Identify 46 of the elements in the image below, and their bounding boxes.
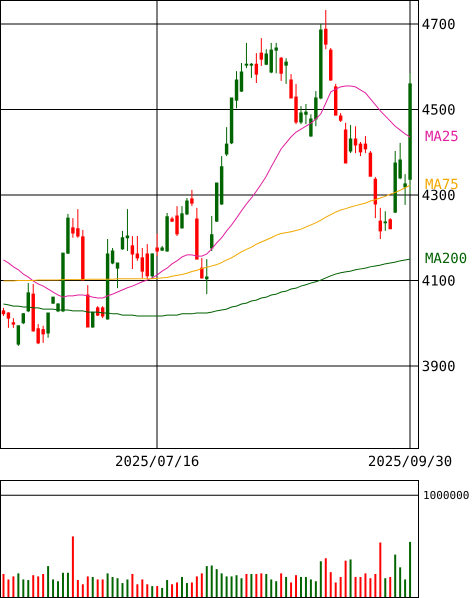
candlestick <box>200 257 204 280</box>
candlestick <box>16 325 20 346</box>
candlestick <box>354 126 358 154</box>
candlestick <box>344 122 348 164</box>
candlestick <box>254 52 258 84</box>
text: 1000000 <box>423 489 470 502</box>
candlestick <box>378 207 382 240</box>
candlestick <box>210 215 214 252</box>
x-tick-label: 2025/09/30 <box>368 454 452 470</box>
candlestick <box>324 9 328 50</box>
candlestick <box>329 48 332 82</box>
candlestick <box>368 150 372 177</box>
candlestick <box>388 218 392 230</box>
candlestick <box>279 56 283 82</box>
candlestick <box>408 72 412 195</box>
candlestick <box>190 189 194 207</box>
candlestick <box>22 312 26 325</box>
y-tick-label: 4700 <box>422 16 456 33</box>
candlestick <box>284 58 288 84</box>
line-series <box>2 86 411 298</box>
candlestick <box>195 207 199 260</box>
candlestick <box>403 174 407 206</box>
candlestick <box>240 62 244 93</box>
candlestick <box>205 258 208 295</box>
candlestick <box>46 312 50 338</box>
candlestick <box>384 210 387 232</box>
candlestick <box>338 112 342 122</box>
candlestick <box>86 284 90 328</box>
candlestick <box>224 126 228 157</box>
y-tick-label: 4500 <box>422 102 456 118</box>
candlestick <box>81 230 85 281</box>
series-label: MA25 <box>425 129 459 145</box>
candlestick <box>260 38 264 66</box>
candlestick <box>26 282 30 313</box>
x-tick-label: 2025/07/16 <box>115 454 200 470</box>
candlestick <box>51 296 55 304</box>
candlestick <box>374 176 378 219</box>
y-tick-label: 3900 <box>422 358 456 375</box>
candlestick <box>150 252 154 280</box>
line-series <box>2 184 411 282</box>
candlestick <box>348 124 352 154</box>
candlestick <box>12 318 16 328</box>
y-tick-label: 4100 <box>422 273 456 290</box>
candlestick <box>155 233 159 257</box>
series-label: MA200 <box>425 251 468 267</box>
candlestick <box>334 83 338 116</box>
